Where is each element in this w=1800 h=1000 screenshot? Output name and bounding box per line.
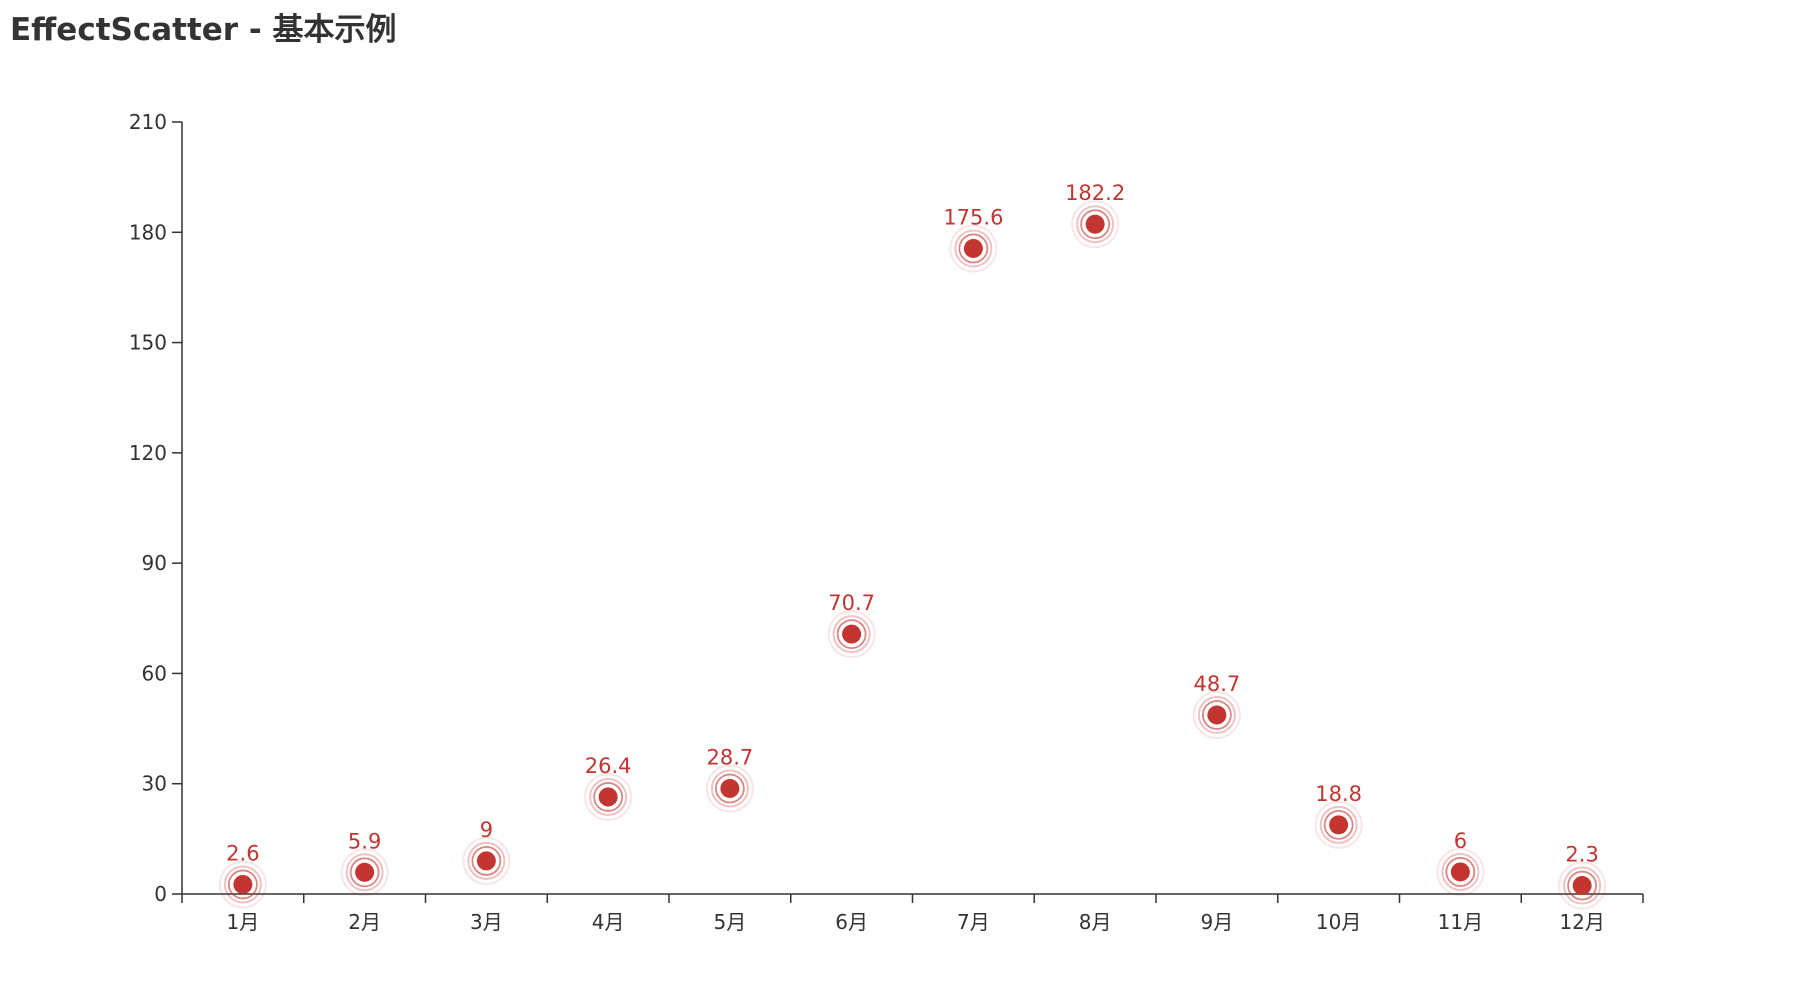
x-axis: 1月 2月 3月 4月 5月 6月 7月 8月 9月 10月 11月 12月 (181, 893, 1644, 934)
ripple-ring (1201, 700, 1232, 730)
x-tick-label: 4月 (592, 910, 625, 934)
data-point: 18.8 (1314, 782, 1363, 849)
ripple-ring (714, 773, 745, 804)
ripple-ring (1192, 690, 1241, 739)
ripple-ring (1441, 852, 1480, 891)
data-label: 18.8 (1315, 782, 1362, 806)
ripple-ring (462, 836, 511, 885)
scatter-point (842, 624, 862, 644)
data-point: 9 (462, 818, 511, 885)
data-label: 48.7 (1193, 672, 1240, 696)
ripple-ring (836, 619, 867, 649)
ripple-ring (958, 233, 989, 264)
x-tick-label: 10月 (1316, 910, 1361, 934)
ripple-ring (1076, 205, 1115, 244)
ripple-ring (1319, 805, 1358, 844)
ripple-ring (1323, 809, 1354, 840)
data-label: 5.9 (348, 829, 381, 853)
ripple-ring (832, 615, 871, 654)
data-point: 48.7 (1192, 672, 1241, 739)
chart-title: EffectScatter - 基本示例 (10, 12, 397, 48)
ripple-ring (1436, 847, 1485, 896)
scatter-point (355, 862, 375, 882)
ripple-ring (1558, 861, 1607, 910)
ripple-ring (1071, 200, 1120, 249)
ripple-ring (340, 848, 389, 897)
data-label: 175.6 (943, 205, 1003, 229)
ripple-ring (954, 229, 993, 268)
ripple-ring (1563, 866, 1602, 905)
scatter-point (1207, 705, 1227, 725)
x-tick-label: 3月 (470, 910, 503, 934)
ripple-ring (1567, 870, 1598, 901)
data-label: 9 (480, 818, 493, 842)
ripple-ring (589, 777, 628, 816)
y-axis: 0 30 60 90 120 150 180 210 (129, 110, 183, 906)
y-tick-label: 30 (142, 772, 167, 796)
data-label: 6 (1454, 829, 1467, 853)
x-tick-label: 11月 (1438, 910, 1483, 934)
data-points: 2.6 5.9 9 26.4 28.7 70.7 175.6 182.2 48.7 18.8 6 2.… (218, 181, 1607, 910)
ripple-ring (1080, 209, 1111, 240)
y-tick-label: 90 (142, 551, 167, 575)
data-label: 2.3 (1565, 843, 1598, 867)
scatter-point (598, 787, 618, 807)
data-label: 70.7 (828, 591, 875, 615)
y-tick-label: 0 (154, 882, 167, 906)
data-point: 28.7 (705, 745, 754, 813)
ripple-ring (471, 846, 502, 876)
scatter-point (1085, 214, 1105, 234)
y-tick-label: 120 (129, 441, 167, 465)
y-tick-label: 150 (129, 331, 167, 355)
data-point: 6 (1436, 829, 1485, 896)
data-label: 182.2 (1065, 181, 1125, 205)
data-point: 5.9 (340, 829, 389, 897)
x-tick-label: 8月 (1079, 910, 1112, 934)
scatter-point (963, 238, 983, 258)
scatter-point (1572, 876, 1592, 896)
data-label: 26.4 (585, 754, 632, 778)
scatter-point (476, 851, 496, 871)
ripple-ring (227, 869, 258, 900)
ripple-ring (949, 224, 998, 273)
x-tick-label: 1月 (227, 910, 260, 934)
y-tick-label: 60 (142, 661, 167, 685)
x-tick-label: 5月 (714, 910, 747, 934)
x-tick-label: 2月 (348, 910, 381, 934)
x-tick-label: 12月 (1559, 910, 1604, 934)
ripple-ring (1197, 695, 1236, 734)
ripple-ring (218, 860, 267, 909)
data-label: 2.6 (226, 841, 259, 865)
ripple-ring (1314, 800, 1363, 849)
data-point: 175.6 (943, 205, 1003, 273)
scatter-point (720, 778, 740, 798)
ripple-ring (710, 769, 749, 808)
ripple-ring (345, 853, 384, 892)
ripple-ring (349, 857, 380, 888)
scatter-point (233, 874, 253, 894)
y-tick-label: 180 (129, 220, 167, 244)
y-tick-label: 210 (129, 110, 167, 134)
data-point: 2.3 (1558, 843, 1607, 910)
ripple-ring (593, 782, 624, 812)
data-point: 2.6 (218, 841, 267, 909)
data-point: 70.7 (827, 591, 876, 659)
ripple-ring (467, 841, 506, 880)
scatter-point (1329, 815, 1349, 835)
data-point: 26.4 (584, 754, 633, 821)
x-tick-label: 9月 (1201, 910, 1234, 934)
x-tick-label: 6月 (835, 910, 868, 934)
x-tick-label: 7月 (957, 910, 990, 934)
data-point: 182.2 (1065, 181, 1125, 249)
ripple-ring (223, 865, 262, 904)
scatter-point (1450, 862, 1470, 882)
ripple-ring (705, 764, 754, 813)
ripple-ring (1445, 857, 1476, 887)
ripple-ring (584, 772, 633, 821)
data-label: 28.7 (706, 745, 753, 769)
ripple-ring (827, 610, 876, 659)
